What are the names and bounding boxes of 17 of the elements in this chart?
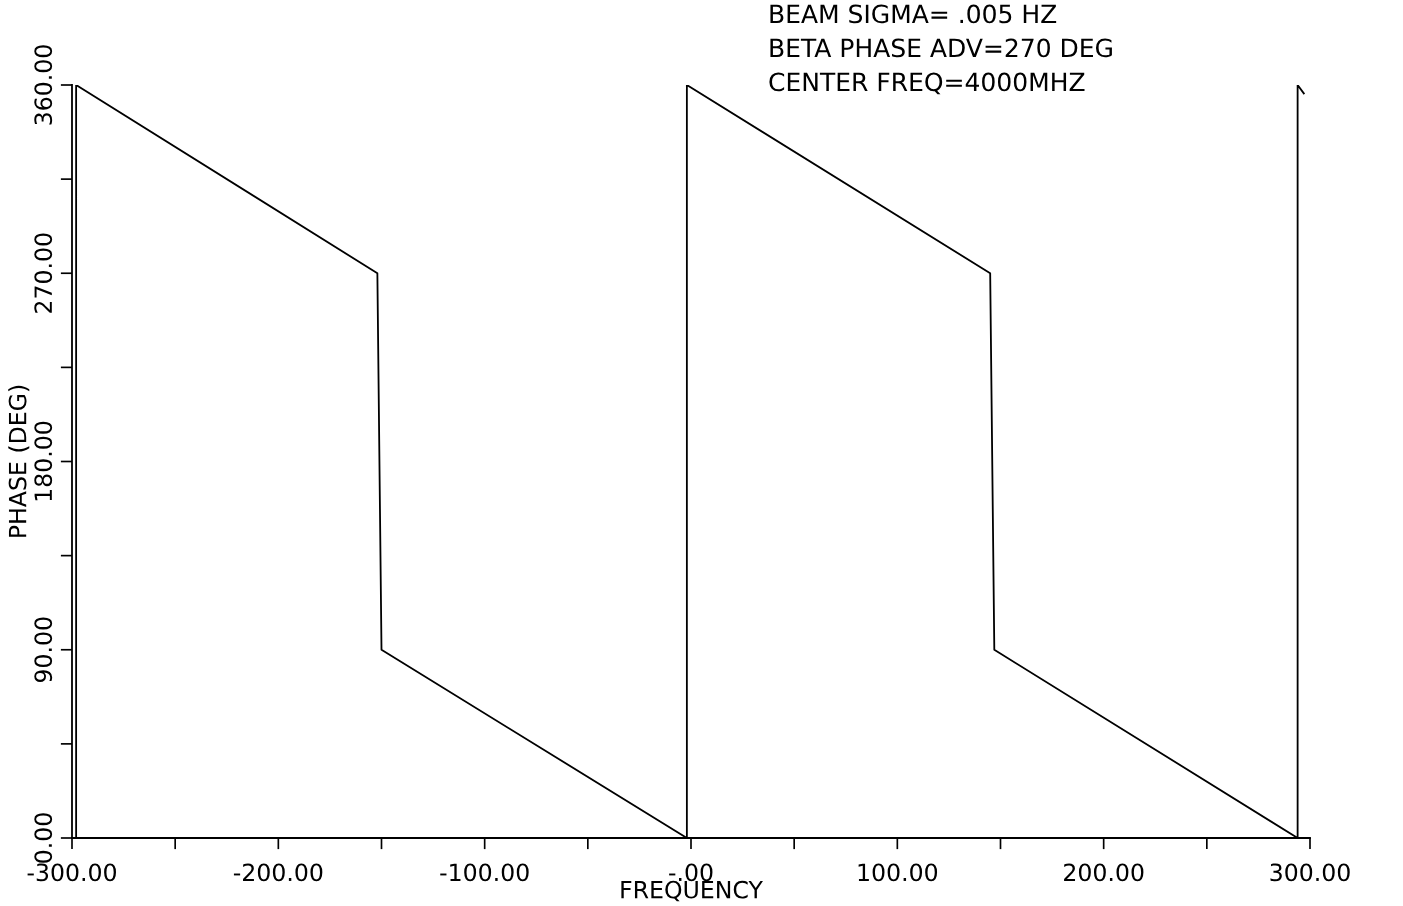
y-tick-label: 0.00 xyxy=(34,813,53,863)
x-tick-label: 300.00 xyxy=(1270,863,1350,882)
x-axis-title: FREQUENCY xyxy=(621,880,763,902)
y-tick-label: 360.00 xyxy=(34,45,53,125)
x-tick-label: 100.00 xyxy=(858,863,938,882)
x-tick-label: 200.00 xyxy=(1064,863,1144,882)
y-axis-title: PHASE (DEG) xyxy=(8,385,30,537)
y-tick-label: 180.00 xyxy=(34,421,53,501)
y-tick-label: 90.00 xyxy=(34,617,53,683)
x-tick-label: -300.00 xyxy=(27,863,116,882)
x-tick-label: -.00 xyxy=(669,863,713,882)
x-tick-label: -200.00 xyxy=(233,863,323,882)
x-tick-label: -100.00 xyxy=(440,863,529,882)
annotation: CENTER FREQ=4000MHZ xyxy=(769,72,1085,95)
y-tick-label: 270.00 xyxy=(34,233,53,313)
text: BEAM SIGMA= .005 HZ xyxy=(770,4,1057,24)
text: BETA PHASE ADV=270 DEG xyxy=(770,38,1112,58)
